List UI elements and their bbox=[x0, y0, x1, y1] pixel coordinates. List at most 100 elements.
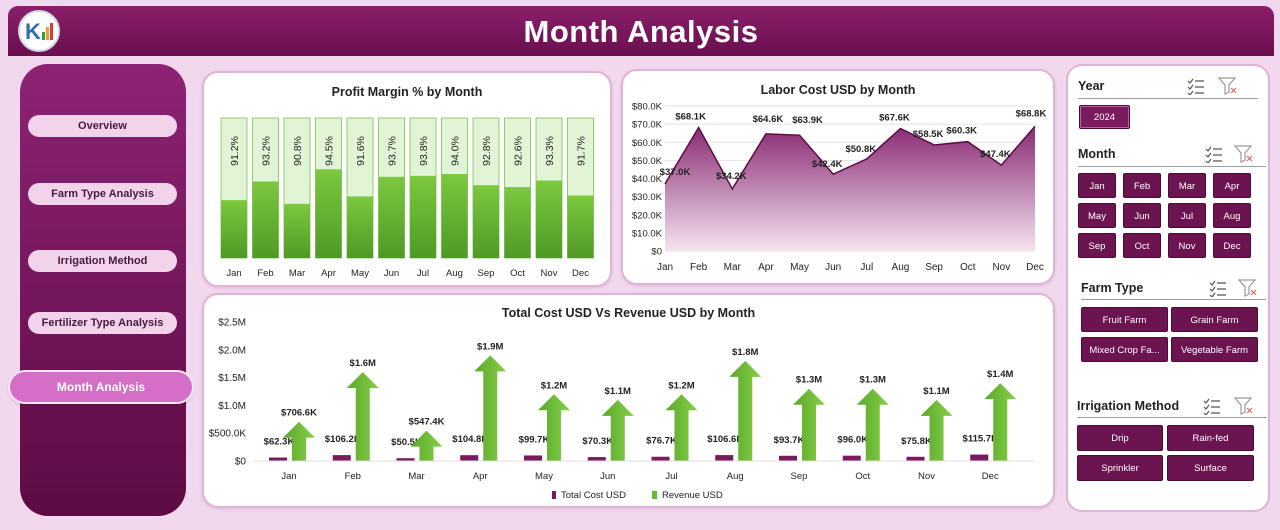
x-tick-label: Oct bbox=[960, 262, 976, 273]
month-option[interactable]: May bbox=[1078, 203, 1116, 228]
revenue-data-label: $547.4K bbox=[409, 417, 445, 428]
x-tick-label: Oct bbox=[510, 268, 525, 279]
divider bbox=[1078, 166, 1266, 167]
legend-revenue-swatch bbox=[652, 491, 657, 499]
cost-data-label: $93.7K bbox=[774, 435, 805, 446]
revenue-data-label: $1.6M bbox=[350, 358, 376, 369]
multi-select-icon[interactable] bbox=[1208, 279, 1228, 297]
profit-bar bbox=[410, 175, 436, 258]
year-option-2024[interactable]: 2024 bbox=[1079, 105, 1130, 129]
irrigation-option[interactable]: Drip bbox=[1077, 425, 1163, 451]
irrigation-option[interactable]: Surface bbox=[1167, 455, 1254, 481]
profit-data-label: 93.3% bbox=[544, 136, 556, 166]
cost-bar bbox=[970, 454, 989, 461]
profit-bar bbox=[536, 180, 562, 258]
slicer-panel: Year 2024 Month Jan Feb Mar Apr May Jun Jul Aug… bbox=[1066, 64, 1270, 512]
divider bbox=[1081, 299, 1266, 300]
multi-select-icon[interactable] bbox=[1202, 397, 1222, 415]
profit-data-label: 91.7% bbox=[576, 136, 588, 166]
month-option[interactable]: Sep bbox=[1078, 233, 1116, 258]
cost-data-label: $99.7K bbox=[519, 434, 550, 445]
sidebar: Overview Farm Type Analysis Irrigation M… bbox=[10, 64, 192, 516]
month-option[interactable]: Dec bbox=[1213, 233, 1251, 258]
cost-bar bbox=[460, 455, 479, 461]
y-tick-label: $10.0K bbox=[632, 228, 663, 239]
x-tick-label: Mar bbox=[408, 471, 424, 482]
x-tick-label: Jan bbox=[281, 471, 296, 482]
cost-bar bbox=[779, 455, 797, 461]
x-tick-label: Jan bbox=[657, 262, 673, 273]
revenue-arrow bbox=[793, 388, 825, 461]
farm-type-option[interactable]: Grain Farm bbox=[1171, 307, 1258, 332]
profit-data-label: 90.8% bbox=[292, 136, 304, 166]
nav-month-analysis-button[interactable]: Month Analysis bbox=[10, 372, 192, 402]
month-option[interactable]: Oct bbox=[1123, 233, 1161, 258]
header-bar: K Month Analysis bbox=[8, 6, 1274, 56]
x-tick-label: Mar bbox=[289, 268, 305, 279]
y-tick-label: $30.0K bbox=[632, 192, 663, 203]
y-tick-label: $1.0M bbox=[218, 401, 246, 412]
clear-filter-icon[interactable] bbox=[1218, 77, 1238, 95]
nav-irrigation-button[interactable]: Irrigation Method bbox=[28, 250, 177, 272]
divider bbox=[1078, 98, 1258, 99]
revenue-arrow bbox=[729, 360, 762, 461]
nav-farm-type-button[interactable]: Farm Type Analysis bbox=[28, 183, 177, 205]
profit-margin-title: Profit Margin % by Month bbox=[331, 85, 483, 99]
multi-select-icon[interactable] bbox=[1186, 77, 1206, 95]
clear-filter-icon[interactable] bbox=[1234, 145, 1254, 163]
cost-bar bbox=[842, 455, 861, 461]
month-option[interactable]: Nov bbox=[1168, 233, 1206, 258]
labor-cost-panel: Labor Cost USD by Month $0 $10.0K $20.0K $3… bbox=[621, 69, 1055, 285]
profit-margin-chart: 91.2% Jan 93.2% Feb 90.8% Mar 94.5% Apr 91.6% May… bbox=[220, 117, 594, 279]
farm-type-option[interactable]: Vegetable Farm bbox=[1171, 337, 1258, 362]
cost-bar bbox=[715, 455, 734, 461]
labor-data-label: $63.9K bbox=[792, 115, 823, 126]
revenue-data-label: $706.6K bbox=[281, 408, 317, 419]
cost-bar bbox=[396, 458, 415, 461]
cost-data-label: $62.3K bbox=[264, 437, 295, 448]
profit-bar bbox=[315, 169, 342, 258]
farm-type-option[interactable]: Mixed Crop Fa... bbox=[1081, 337, 1168, 362]
revenue-arrow bbox=[474, 355, 507, 461]
irrigation-option[interactable]: Rain-fed bbox=[1167, 425, 1254, 451]
y-tick-label: $500.0K bbox=[209, 429, 247, 440]
year-slicer-title: Year bbox=[1078, 79, 1105, 93]
revenue-arrow bbox=[920, 399, 953, 461]
nav-overview-button[interactable]: Overview bbox=[28, 115, 177, 137]
farm-type-option[interactable]: Fruit Farm bbox=[1081, 307, 1168, 332]
y-tick-label: $80.0K bbox=[632, 102, 663, 113]
x-tick-label: Jun bbox=[825, 262, 841, 273]
y-tick-label: $70.0K bbox=[632, 120, 663, 131]
clear-filter-icon[interactable] bbox=[1234, 397, 1254, 415]
cost-bar bbox=[651, 456, 670, 461]
farm-type-slicer-title: Farm Type bbox=[1081, 281, 1144, 295]
labor-cost-chart: $0 $10.0K $20.0K $30.0K $40.0K $50.0K $60.0K $7… bbox=[632, 102, 1047, 274]
nav-fertilizer-button[interactable]: Fertilizer Type Analysis bbox=[28, 312, 177, 334]
month-option[interactable]: Aug bbox=[1213, 203, 1251, 228]
profit-bar bbox=[221, 200, 247, 258]
revenue-arrow bbox=[283, 421, 315, 461]
x-tick-label: Jun bbox=[600, 471, 615, 482]
labor-data-label: $68.1K bbox=[675, 112, 706, 123]
month-option[interactable]: Apr bbox=[1213, 173, 1251, 198]
x-tick-label: Aug bbox=[892, 262, 910, 273]
cost-data-label: $50.5K bbox=[391, 437, 422, 448]
cost-data-label: $106.2K bbox=[325, 434, 361, 445]
cost-data-label: $96.0K bbox=[837, 435, 868, 446]
x-tick-label: Sep bbox=[791, 471, 808, 482]
month-option[interactable]: Jun bbox=[1123, 203, 1161, 228]
irrigation-option[interactable]: Sprinkler bbox=[1077, 455, 1163, 481]
cost-revenue-panel: Total Cost USD Vs Revenue USD by Month $… bbox=[202, 293, 1055, 508]
multi-select-icon[interactable] bbox=[1204, 145, 1224, 163]
month-option[interactable]: Jan bbox=[1078, 173, 1116, 198]
month-option[interactable]: Feb bbox=[1123, 173, 1161, 198]
month-option[interactable]: Mar bbox=[1168, 173, 1206, 198]
profit-bar bbox=[347, 196, 373, 258]
clear-filter-icon[interactable] bbox=[1238, 279, 1258, 297]
labor-data-label: $34.2K bbox=[716, 171, 747, 182]
x-tick-label: May bbox=[535, 471, 553, 482]
cost-data-label: $75.8K bbox=[901, 436, 932, 447]
legend-cost-label: Total Cost USD bbox=[561, 490, 626, 501]
month-option[interactable]: Jul bbox=[1168, 203, 1206, 228]
revenue-arrow bbox=[410, 430, 443, 461]
